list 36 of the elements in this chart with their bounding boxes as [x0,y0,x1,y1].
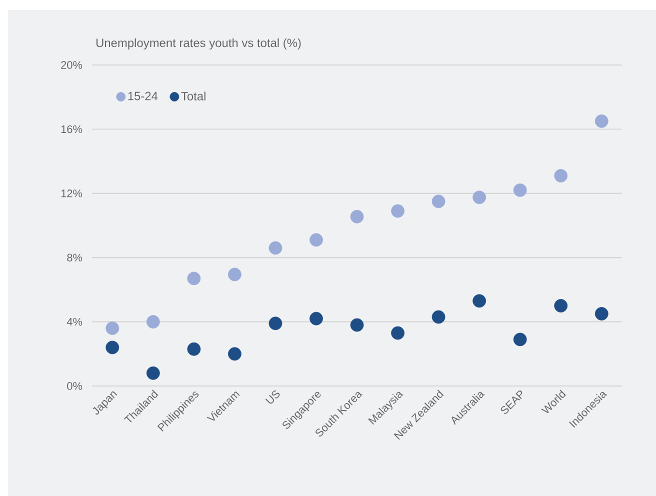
point [106,340,120,354]
y-tick-label: 16% [61,125,82,134]
y-tick-label: 12% [61,190,82,198]
point [554,169,568,182]
point [513,183,527,197]
point [146,315,160,328]
point [106,322,120,335]
point [554,299,568,312]
point [146,366,160,380]
point [350,318,364,332]
legend-label: Total [181,92,206,100]
y-tick-label: 8% [67,254,82,262]
point [268,241,282,255]
point [513,332,527,346]
point [350,210,364,224]
point [310,233,323,247]
y-tick-label: 20% [61,61,82,69]
point [187,342,201,356]
x-tick-label: US [265,390,280,404]
point [432,194,446,208]
chart-title: Unemployment rates youth vs total (%) [96,38,301,50]
point [228,347,242,361]
point [268,316,282,330]
point [594,114,608,128]
point [594,307,608,320]
point [187,272,201,286]
point [391,204,404,218]
point [432,310,446,324]
y-tick-label: 4% [66,318,82,326]
point [472,190,486,204]
point [391,326,404,340]
y-tick-label: 0% [67,382,82,390]
point [472,294,486,308]
point [310,312,323,326]
point [228,268,242,282]
legend-label: 15-24 [128,92,158,100]
